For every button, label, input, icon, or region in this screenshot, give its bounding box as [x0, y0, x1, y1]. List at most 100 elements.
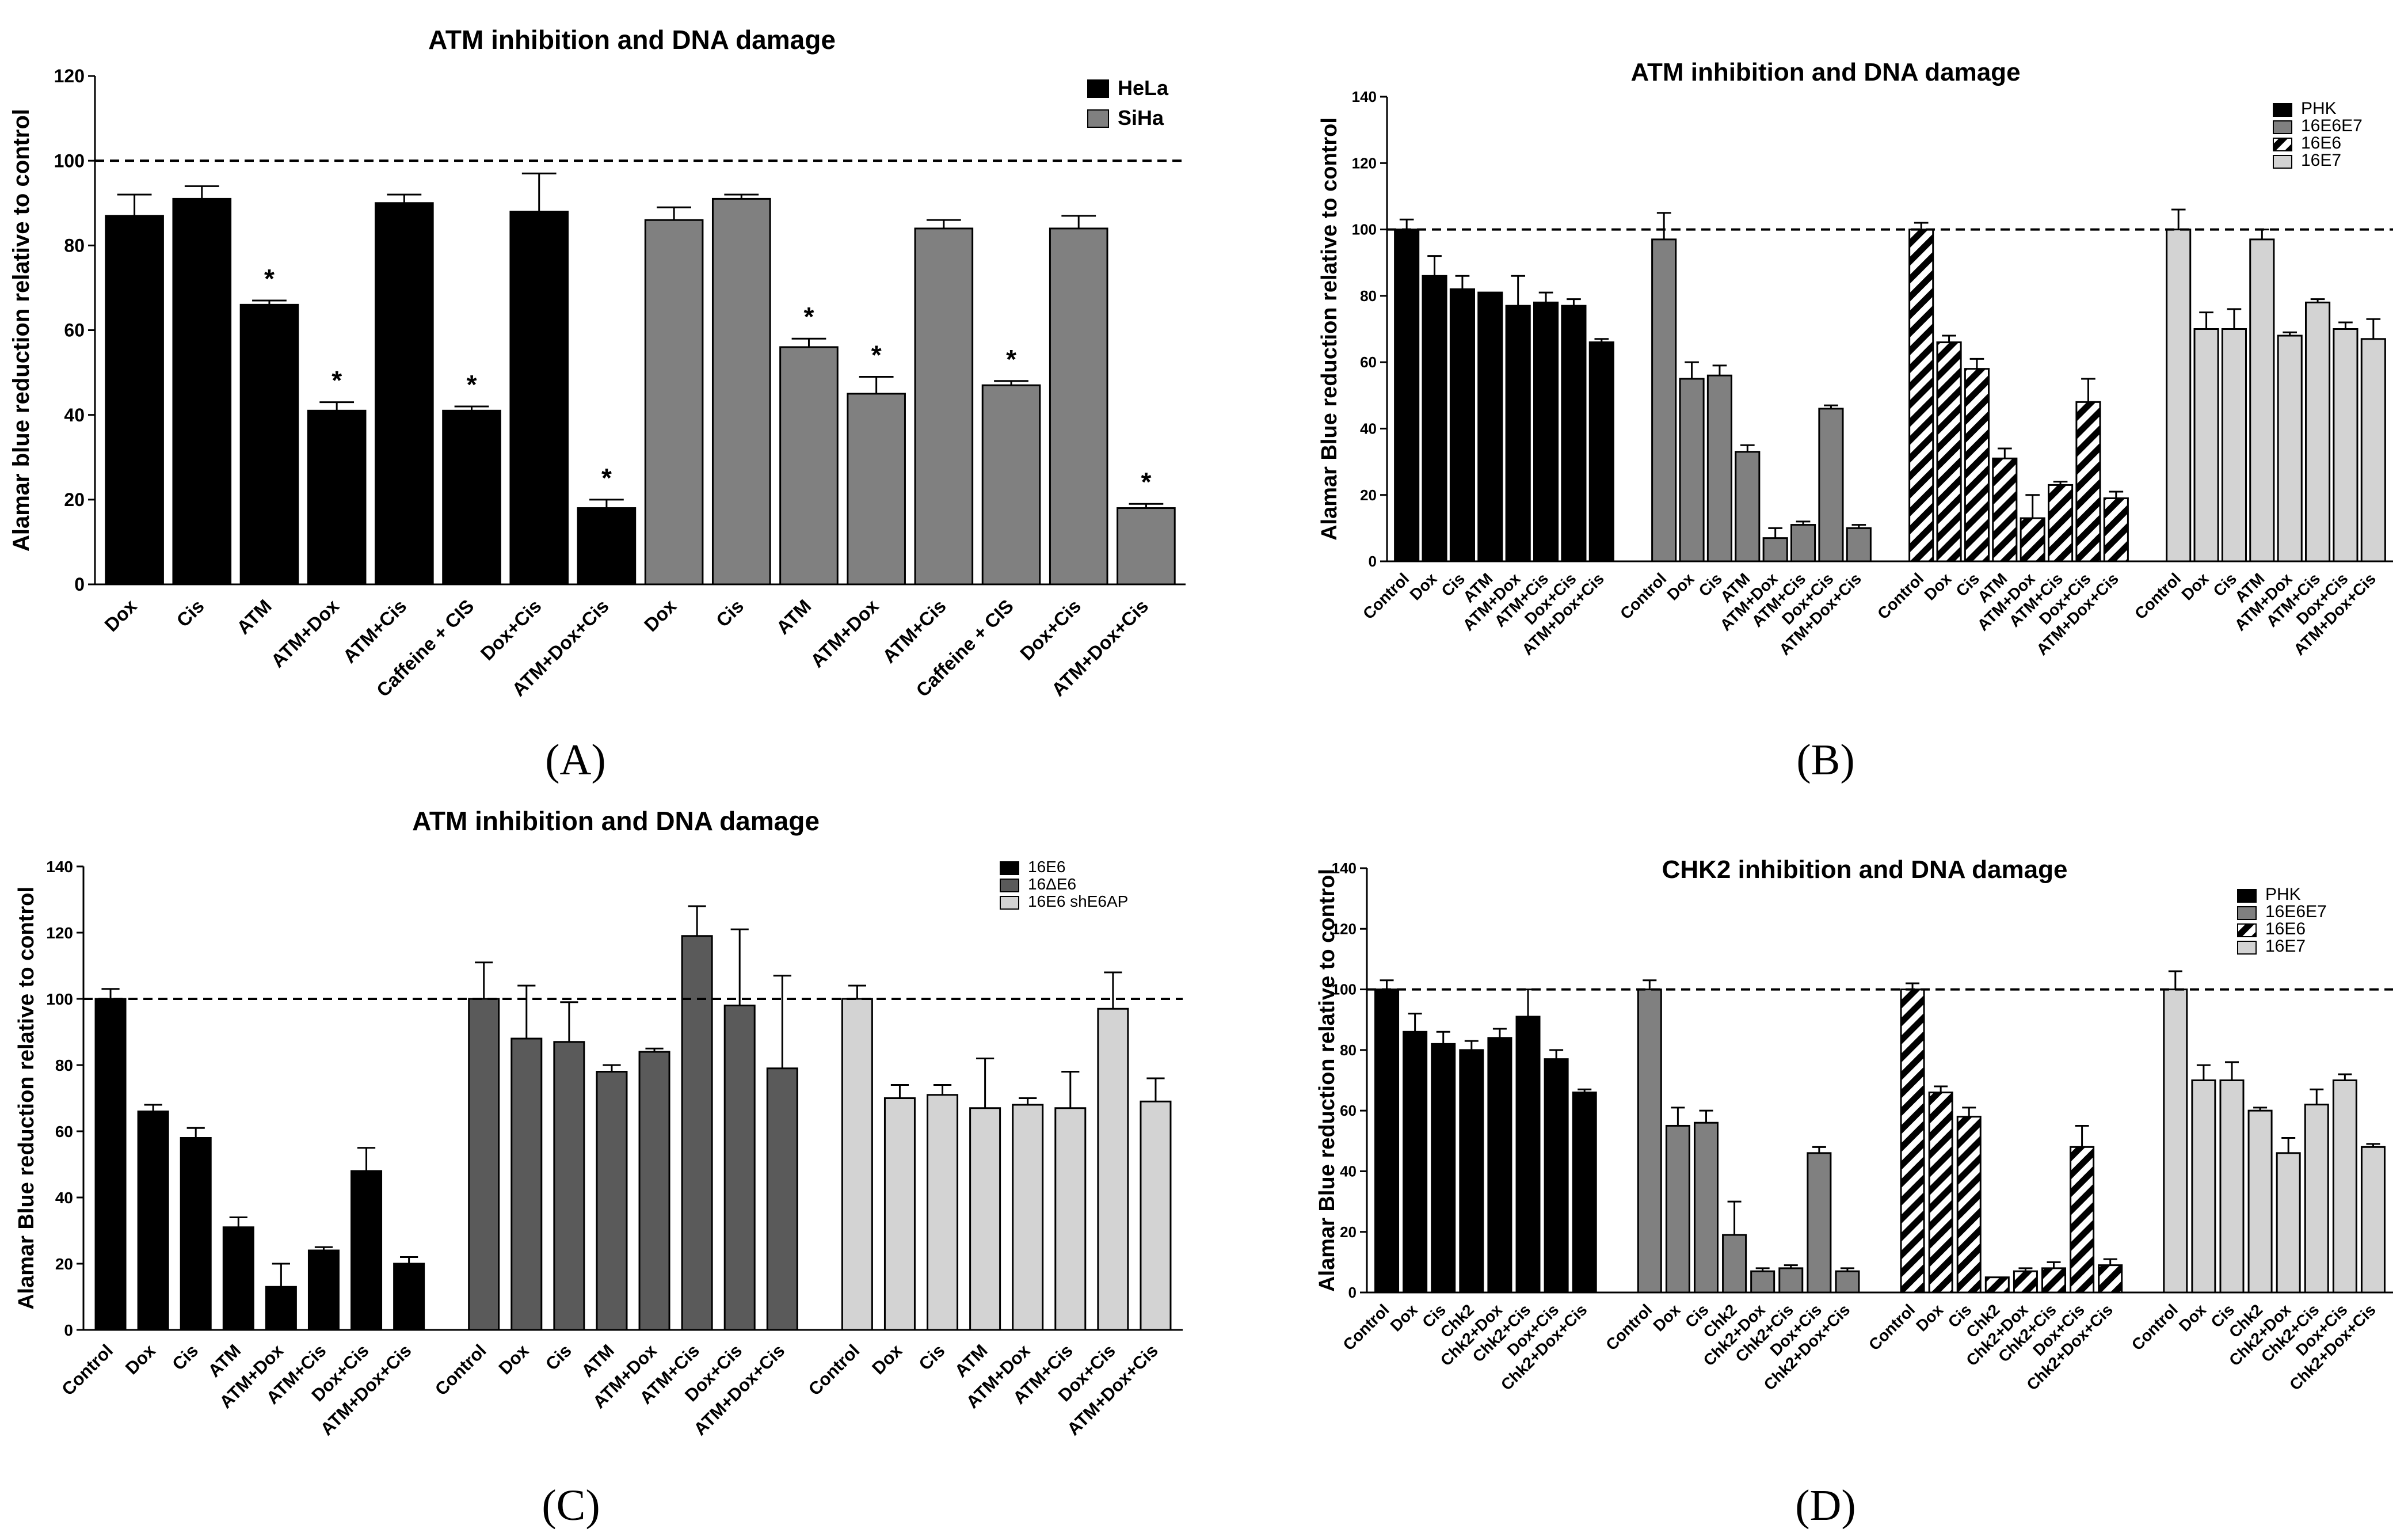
bar [222, 1226, 254, 1331]
significance-star: * [1141, 467, 1151, 497]
panel-a-label: (A) [545, 736, 606, 784]
legend-swatch [1087, 109, 1109, 128]
bar [1422, 275, 1447, 562]
bar [1900, 988, 1925, 1294]
bar [2070, 1146, 2095, 1294]
significance-star: * [1006, 344, 1016, 374]
bar [2304, 1104, 2329, 1294]
panel-c: ATM inhibition and DNA damage Alamar Blue… [14, 806, 1183, 1439]
bar [1403, 1031, 1428, 1294]
y-tick-label: 40 [55, 1189, 73, 1207]
bar [509, 210, 569, 585]
bar [1992, 457, 2018, 562]
bar [1459, 1049, 1484, 1294]
bar [2276, 1152, 2301, 1294]
bar [2360, 1146, 2386, 1294]
bar [1505, 305, 1531, 562]
bar [2219, 1079, 2245, 1294]
y-tick-label: 60 [1360, 353, 1377, 371]
bar [1117, 507, 1176, 585]
bar [644, 219, 704, 585]
bar [2075, 401, 2101, 562]
bar [1818, 408, 1844, 562]
bar [2193, 328, 2219, 562]
bar [596, 1071, 628, 1331]
bar [1846, 527, 1872, 562]
y-tick-label: 100 [46, 990, 73, 1008]
y-tick-label: 20 [1340, 1223, 1357, 1241]
legend-label: 16E6E7 [2265, 902, 2327, 921]
bar [2249, 238, 2275, 562]
y-tick-label: 0 [1369, 553, 1377, 570]
bar [1735, 451, 1761, 562]
legend-swatch [2237, 889, 2257, 903]
bar [2360, 338, 2386, 562]
y-axis-label: Alamar Blue reduction relative to contro… [1317, 117, 1342, 541]
legend-label: 16ΔE6 [1028, 875, 1076, 893]
legend-label: 16E6 [1028, 858, 1065, 876]
bar [307, 409, 367, 585]
bar [172, 197, 232, 585]
y-tick-label: 120 [1332, 920, 1357, 937]
bar [914, 227, 974, 585]
y-tick-label: 100 [1352, 221, 1377, 238]
bar [1807, 1152, 1832, 1294]
bar [137, 1111, 169, 1331]
y-tick-label: 80 [55, 1056, 73, 1074]
bar [1054, 1107, 1087, 1331]
legend-label: 16E6 shE6AP [1028, 892, 1128, 910]
bar [1449, 288, 1475, 562]
legend-swatch [1000, 879, 1019, 892]
bar [350, 1170, 383, 1331]
y-tick-label: 40 [1360, 420, 1377, 438]
bar [2020, 517, 2045, 562]
y-tick-label: 120 [1352, 154, 1377, 172]
legend-label: 16E6 [2301, 134, 2341, 153]
legend-swatch [2273, 138, 2292, 151]
bar [375, 202, 434, 585]
significance-star: * [871, 340, 882, 370]
panel-d-label: (D) [1795, 1481, 1856, 1530]
bar [1431, 1043, 1456, 1294]
bar [307, 1249, 340, 1331]
y-tick-label: 80 [1340, 1041, 1357, 1059]
bar [1964, 368, 1990, 562]
bar [1515, 1016, 1541, 1294]
legend-label: PHK [2301, 99, 2337, 118]
y-tick-label: 0 [1348, 1284, 1357, 1301]
bar [2191, 1079, 2216, 1294]
bar [510, 1037, 543, 1331]
bar [553, 1041, 585, 1331]
legend-swatch [2237, 923, 2257, 937]
bar [1588, 341, 1614, 562]
legend-label: 16E6 [2265, 919, 2306, 938]
bar [1140, 1100, 1172, 1331]
legend-label: HeLa [1118, 76, 1169, 100]
legend-label: 16E6E7 [2301, 116, 2363, 135]
y-tick-label: 140 [1352, 88, 1377, 105]
bar [681, 935, 713, 1331]
bar [1984, 1276, 2010, 1294]
bar [1374, 988, 1400, 1294]
chart-title: CHK2 inhibition and DNA damage [1662, 856, 2068, 884]
y-tick-label: 100 [1332, 981, 1357, 998]
bar [1722, 1234, 1747, 1294]
bar [1651, 238, 1677, 562]
legend-label: 16E7 [2265, 937, 2306, 956]
legend-swatch [2237, 941, 2257, 955]
y-tick-label: 40 [1340, 1163, 1357, 1180]
bar [577, 507, 637, 585]
bar [841, 998, 873, 1331]
bar [1956, 1116, 1982, 1294]
bar [2333, 328, 2359, 562]
legend-swatch [2273, 103, 2292, 117]
bar [2098, 1264, 2123, 1294]
bar [468, 998, 500, 1331]
bar [1637, 988, 1662, 1294]
legend-label: PHK [2265, 885, 2301, 904]
legend-label: SiHa [1118, 106, 1164, 130]
y-axis-label: Alamar Blue reduction relative to contro… [14, 887, 39, 1310]
bar [1936, 341, 1962, 562]
chart-title: ATM inhibition and DNA damage [1630, 58, 2020, 86]
bar [1835, 1270, 1860, 1294]
